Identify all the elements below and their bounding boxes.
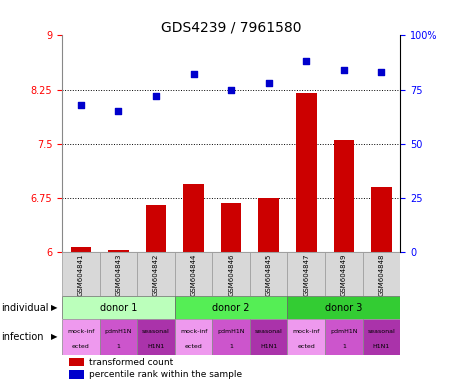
Bar xyxy=(183,184,203,252)
Bar xyxy=(212,319,249,355)
Text: individual: individual xyxy=(1,303,48,313)
Bar xyxy=(333,140,353,252)
Bar xyxy=(69,370,84,379)
Text: 1: 1 xyxy=(341,344,345,349)
Bar xyxy=(362,319,399,355)
Text: ▶: ▶ xyxy=(51,303,57,312)
Bar xyxy=(287,319,325,355)
Bar xyxy=(69,358,84,366)
Text: seasonal: seasonal xyxy=(254,329,282,334)
Text: ected: ected xyxy=(297,344,314,349)
Bar xyxy=(174,319,212,355)
Point xyxy=(264,80,272,86)
Text: donor 1: donor 1 xyxy=(100,303,137,313)
Bar xyxy=(287,296,399,319)
Text: GSM604846: GSM604846 xyxy=(228,253,234,296)
Bar xyxy=(100,252,137,296)
Text: GSM604848: GSM604848 xyxy=(378,253,384,296)
Bar xyxy=(137,319,174,355)
Text: mock-inf: mock-inf xyxy=(67,329,95,334)
Text: transformed count: transformed count xyxy=(89,358,173,367)
Text: GSM604844: GSM604844 xyxy=(190,253,196,296)
Text: GSM604849: GSM604849 xyxy=(340,253,346,296)
Bar xyxy=(287,252,325,296)
Text: mock-inf: mock-inf xyxy=(292,329,319,334)
Bar xyxy=(212,252,249,296)
Text: percentile rank within the sample: percentile rank within the sample xyxy=(89,370,242,379)
Bar xyxy=(295,93,316,252)
Bar xyxy=(62,296,174,319)
Bar xyxy=(146,205,166,252)
Point xyxy=(190,71,197,78)
Point xyxy=(339,67,347,73)
Bar xyxy=(325,319,362,355)
Bar xyxy=(100,319,137,355)
Bar xyxy=(70,247,91,252)
Bar xyxy=(249,319,287,355)
Text: GSM604845: GSM604845 xyxy=(265,253,271,296)
Text: donor 2: donor 2 xyxy=(212,303,249,313)
Text: GSM604842: GSM604842 xyxy=(153,253,159,296)
Text: H1N1: H1N1 xyxy=(147,344,164,349)
Bar xyxy=(174,252,212,296)
Bar xyxy=(62,319,100,355)
Bar xyxy=(108,250,129,252)
Text: pdmH1N: pdmH1N xyxy=(330,329,357,334)
Text: GSM604841: GSM604841 xyxy=(78,253,84,296)
Title: GDS4239 / 7961580: GDS4239 / 7961580 xyxy=(161,20,301,34)
Text: GSM604843: GSM604843 xyxy=(115,253,121,296)
Text: 1: 1 xyxy=(229,344,233,349)
Point xyxy=(377,69,384,75)
Text: donor 3: donor 3 xyxy=(325,303,362,313)
Text: ected: ected xyxy=(72,344,90,349)
Text: seasonal: seasonal xyxy=(367,329,394,334)
Text: pdmH1N: pdmH1N xyxy=(217,329,244,334)
Point xyxy=(77,102,84,108)
Text: pdmH1N: pdmH1N xyxy=(105,329,132,334)
Point xyxy=(227,86,234,93)
Text: seasonal: seasonal xyxy=(142,329,169,334)
Text: ected: ected xyxy=(185,344,202,349)
Point xyxy=(115,108,122,114)
Point xyxy=(302,58,309,65)
Bar xyxy=(370,187,391,252)
Bar xyxy=(174,296,287,319)
Text: H1N1: H1N1 xyxy=(372,344,389,349)
Text: mock-inf: mock-inf xyxy=(179,329,207,334)
Bar xyxy=(220,203,241,252)
Text: 1: 1 xyxy=(116,344,120,349)
Text: infection: infection xyxy=(1,332,43,342)
Bar xyxy=(325,252,362,296)
Bar xyxy=(362,252,399,296)
Text: GSM604847: GSM604847 xyxy=(302,253,308,296)
Text: ▶: ▶ xyxy=(51,333,57,341)
Bar xyxy=(137,252,174,296)
Bar xyxy=(258,198,279,252)
Text: H1N1: H1N1 xyxy=(259,344,277,349)
Bar xyxy=(62,252,100,296)
Point xyxy=(152,93,159,99)
Bar xyxy=(249,252,287,296)
